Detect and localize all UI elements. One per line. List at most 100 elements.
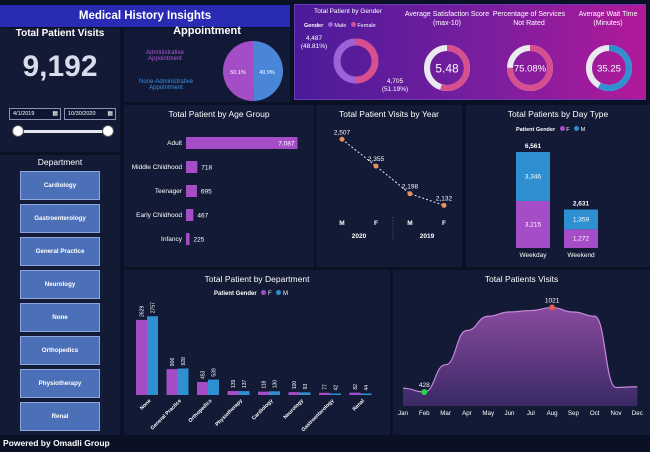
year-point[interactable] bbox=[373, 163, 379, 169]
visits-min-marker[interactable] bbox=[421, 389, 428, 396]
year-group-label: 2019 bbox=[420, 233, 435, 240]
age-bar[interactable] bbox=[186, 137, 298, 149]
visits-max-label: 1021 bbox=[545, 298, 560, 305]
legend-f-dot bbox=[261, 290, 267, 295]
wait-time-gauge-fill bbox=[586, 45, 632, 91]
wait-time-gauge: 35.25 bbox=[586, 45, 632, 91]
by-department-legend-title: Patient Gender bbox=[214, 291, 257, 297]
satisfaction-title: Average Satisfaction Score (max-10) bbox=[404, 11, 490, 27]
dept-category-label: Physiotherapy bbox=[214, 398, 244, 428]
legend-m-dot bbox=[276, 290, 282, 295]
legend-m-label: M bbox=[580, 127, 586, 133]
department-item-none[interactable]: None bbox=[20, 303, 100, 332]
day-bar-f[interactable] bbox=[564, 229, 598, 248]
visits-month-label: Jul bbox=[527, 410, 535, 417]
year-point-label: 2,355 bbox=[368, 156, 385, 163]
department-item-physiotherapy[interactable]: Physiotherapy bbox=[20, 369, 100, 398]
by-department-chart: 2629 2757 None 906 928 General Practice 453 539… bbox=[136, 302, 372, 433]
visits-chart: Jan Feb Mar Apr May Jun Jul Aug Sep Oct Nov Dec 428 1… bbox=[398, 298, 643, 417]
department-item-neurology[interactable]: Neurology bbox=[20, 270, 100, 299]
dept-bar-f-label: 906 bbox=[170, 358, 176, 367]
day-bar-m[interactable] bbox=[516, 152, 550, 201]
dept-bar-f[interactable] bbox=[258, 391, 269, 395]
age-group-title: Total Patient by Age Group bbox=[168, 109, 270, 119]
dept-bar-f[interactable] bbox=[136, 319, 147, 395]
day-type-legend: Patient Gender F M bbox=[516, 126, 585, 133]
dept-bar-m[interactable] bbox=[330, 393, 341, 396]
dept-bar-m-label: 2757 bbox=[151, 302, 157, 313]
visits-month-label: Feb bbox=[419, 410, 430, 417]
dept-bar-f[interactable] bbox=[288, 392, 300, 395]
dept-bar-m[interactable] bbox=[208, 379, 219, 395]
dept-bar-f-label: 453 bbox=[201, 370, 207, 379]
pie-slice-nonadmin bbox=[253, 41, 284, 101]
day-bar-f-label: 3,215 bbox=[525, 221, 542, 228]
by-department-legend: Patient Gender F M bbox=[214, 290, 288, 297]
department-item-renal[interactable]: Renal bbox=[20, 402, 100, 431]
day-category-label: Weekend bbox=[567, 252, 595, 259]
gender-donut bbox=[333, 38, 379, 84]
dept-bar-f[interactable] bbox=[349, 392, 361, 395]
calendar-icon[interactable]: ▦ bbox=[52, 111, 58, 117]
visits-min-label: 428 bbox=[419, 382, 430, 389]
legend-female-label: Female bbox=[357, 23, 376, 29]
dept-bar-f-label: 139 bbox=[231, 379, 237, 388]
dept-bar-f[interactable] bbox=[227, 391, 239, 395]
dept-bar-m-label: 93 bbox=[303, 384, 309, 390]
legend-f-dot bbox=[559, 126, 565, 131]
visits-month-label: Nov bbox=[610, 410, 622, 417]
dept-bar-f[interactable] bbox=[319, 392, 330, 395]
dept-bar-m[interactable] bbox=[269, 391, 280, 395]
day-category-label: Weekday bbox=[520, 252, 548, 259]
year-point-label: 2,198 bbox=[402, 184, 419, 191]
day-type-legend-title: Patient Gender bbox=[516, 127, 556, 133]
department-item-general-practice[interactable]: General Practice bbox=[20, 237, 100, 266]
total-visits-label: Total Patient Visits bbox=[15, 28, 105, 39]
dept-bar-m-label: 44 bbox=[364, 385, 370, 391]
department-item-cardiology[interactable]: Cardiology bbox=[20, 171, 100, 200]
age-bar[interactable] bbox=[186, 209, 194, 221]
year-point[interactable] bbox=[441, 202, 447, 208]
end-date-input[interactable]: 10/30/2020 ▦ bbox=[64, 108, 116, 120]
legend-male-dot bbox=[327, 22, 333, 27]
visits-title: Total Patients Visits bbox=[484, 274, 559, 284]
calendar-icon[interactable]: ▦ bbox=[107, 111, 113, 117]
dept-bar-m[interactable] bbox=[177, 368, 189, 395]
year-point[interactable] bbox=[407, 191, 413, 197]
day-bar-m[interactable] bbox=[564, 209, 598, 230]
year-point[interactable] bbox=[339, 136, 345, 142]
legend-m-dot bbox=[574, 126, 580, 131]
dashboard-title: Medical History Insights bbox=[0, 5, 290, 27]
department-item-gastroenterology[interactable]: Gastroenterology bbox=[20, 204, 100, 233]
department-item-orthopedics[interactable]: Orthopedics bbox=[20, 336, 100, 365]
day-bar-f[interactable] bbox=[516, 200, 550, 248]
dept-bar-m-label: 42 bbox=[334, 385, 340, 391]
date-slider-track[interactable] bbox=[17, 130, 108, 133]
dept-bar-f[interactable] bbox=[166, 369, 178, 395]
not-rated-gauge-fill bbox=[507, 45, 553, 91]
wait-time-value: 35.25 bbox=[597, 64, 621, 75]
dept-bar-m[interactable] bbox=[147, 316, 158, 395]
dept-bar-m[interactable] bbox=[299, 392, 311, 395]
dept-bar-f[interactable] bbox=[197, 382, 208, 395]
visits-max-marker[interactable] bbox=[549, 304, 556, 311]
dept-bar-m[interactable] bbox=[238, 391, 250, 395]
by-year-title: Total Patient Visits by Year bbox=[338, 109, 440, 119]
appointment-panel: Appointment Administrative Appointment N… bbox=[124, 25, 290, 102]
day-bar-m-label: 3,346 bbox=[525, 174, 542, 181]
dept-bar-m[interactable] bbox=[360, 393, 372, 396]
satisfaction-gauge: 5.48 bbox=[424, 45, 470, 91]
date-slider-start-handle[interactable] bbox=[12, 125, 24, 137]
visits-panel: Total Patients Visits Jan Feb Mar Apr May Jun… bbox=[393, 270, 650, 435]
age-bar[interactable] bbox=[186, 185, 197, 197]
start-date-input[interactable]: 4/1/2019 ▦ bbox=[9, 108, 61, 120]
visits-area bbox=[403, 307, 638, 406]
start-date-value: 4/1/2019 bbox=[13, 111, 35, 117]
age-bar[interactable] bbox=[186, 161, 198, 173]
end-date-value: 10/30/2020 bbox=[68, 111, 96, 117]
by-department-panel: Total Patient by Department Patient Gend… bbox=[124, 270, 390, 435]
dept-category-label: Gastroenterology bbox=[301, 398, 336, 433]
day-type-panel: Total Patients by Day Type Patient Gende… bbox=[466, 105, 650, 267]
date-slider-end-handle[interactable] bbox=[102, 125, 114, 137]
age-bar[interactable] bbox=[186, 233, 190, 245]
